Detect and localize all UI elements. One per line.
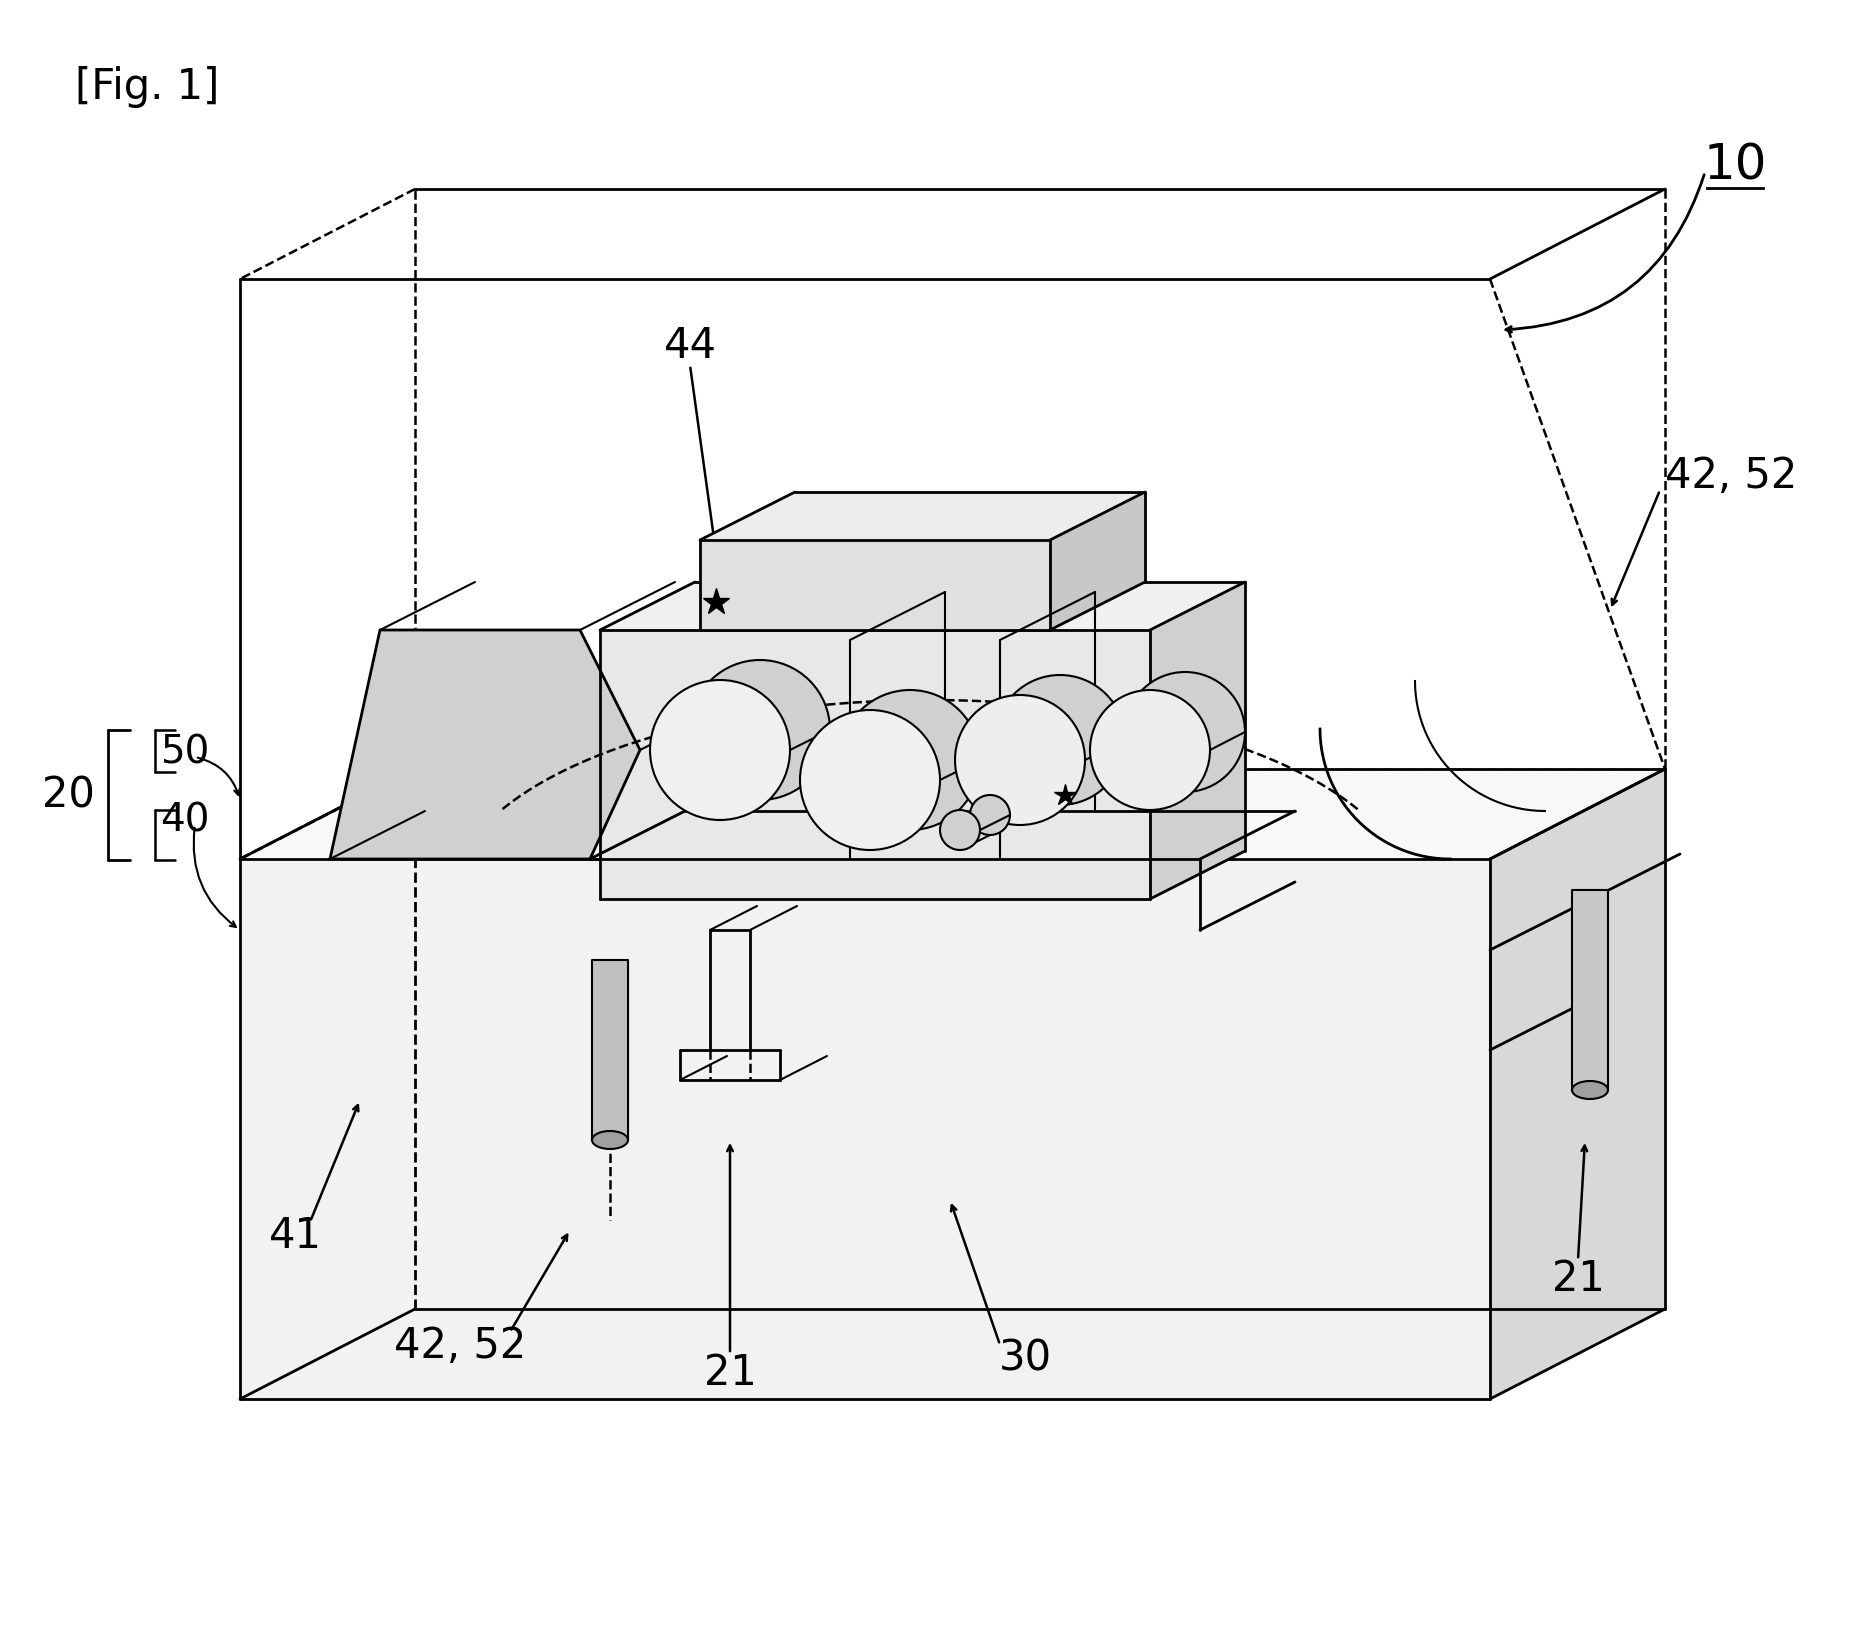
Ellipse shape: [800, 711, 940, 851]
Ellipse shape: [955, 696, 1085, 825]
Polygon shape: [599, 582, 1245, 631]
Text: [Fig. 1]: [Fig. 1]: [74, 65, 219, 108]
Polygon shape: [592, 960, 629, 1141]
Polygon shape: [1571, 890, 1608, 1090]
Polygon shape: [330, 631, 640, 859]
Polygon shape: [699, 541, 1050, 631]
Ellipse shape: [1124, 673, 1245, 792]
Ellipse shape: [970, 795, 1009, 836]
Polygon shape: [1150, 582, 1245, 900]
Text: 40: 40: [160, 802, 210, 839]
Text: 21: 21: [1551, 1257, 1605, 1299]
Polygon shape: [599, 631, 1150, 900]
Ellipse shape: [592, 1131, 629, 1149]
Text: 30: 30: [998, 1337, 1052, 1379]
Ellipse shape: [840, 691, 979, 831]
Ellipse shape: [690, 660, 829, 800]
Text: 41: 41: [269, 1214, 321, 1257]
Polygon shape: [1490, 769, 1666, 1399]
Text: 20: 20: [41, 774, 95, 817]
Ellipse shape: [649, 681, 790, 820]
Text: 42, 52: 42, 52: [393, 1324, 527, 1366]
Text: 21: 21: [703, 1351, 757, 1394]
Polygon shape: [1050, 492, 1145, 631]
Polygon shape: [239, 859, 1490, 1399]
Ellipse shape: [940, 810, 979, 851]
Polygon shape: [699, 492, 1145, 541]
Text: 44: 44: [664, 324, 716, 367]
Ellipse shape: [994, 675, 1124, 805]
Text: 10: 10: [1703, 142, 1766, 189]
Ellipse shape: [1091, 691, 1209, 810]
Text: 50: 50: [160, 734, 210, 771]
Polygon shape: [239, 769, 1666, 859]
Polygon shape: [239, 1309, 1666, 1399]
Ellipse shape: [1571, 1081, 1608, 1099]
Text: 42, 52: 42, 52: [1666, 455, 1797, 497]
